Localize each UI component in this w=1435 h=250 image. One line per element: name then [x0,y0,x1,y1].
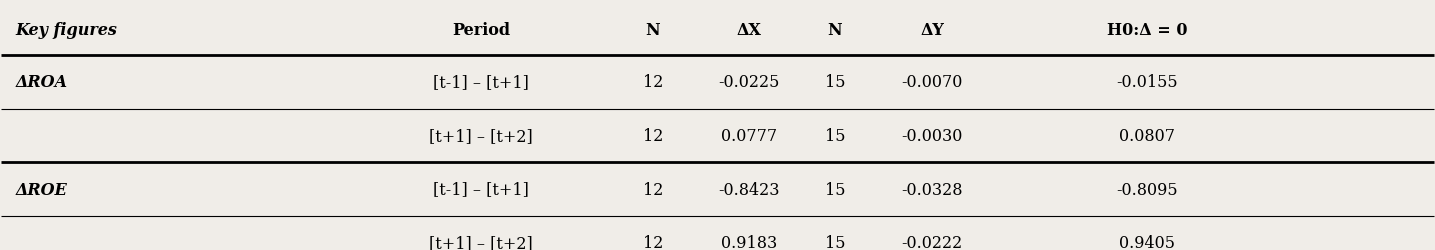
Text: -0.0070: -0.0070 [901,74,963,91]
Text: [t-1] – [t+1]: [t-1] – [t+1] [433,74,530,91]
Text: ΔROE: ΔROE [16,181,67,198]
Text: 15: 15 [825,234,845,250]
Text: -0.0030: -0.0030 [901,128,963,144]
Text: [t+1] – [t+2]: [t+1] – [t+2] [429,128,532,144]
Text: 15: 15 [825,74,845,91]
Text: 15: 15 [825,128,845,144]
Text: -0.0328: -0.0328 [901,181,963,198]
Text: 12: 12 [643,234,663,250]
Text: -0.8423: -0.8423 [719,181,779,198]
Text: 0.9183: 0.9183 [720,234,778,250]
Text: 15: 15 [825,181,845,198]
Text: 12: 12 [643,181,663,198]
Text: [t+1] – [t+2]: [t+1] – [t+2] [429,234,532,250]
Text: ΔROA: ΔROA [16,74,67,91]
Text: H0:Δ = 0: H0:Δ = 0 [1106,22,1187,39]
Text: -0.0155: -0.0155 [1116,74,1178,91]
Text: 0.0777: 0.0777 [720,128,778,144]
Text: N: N [828,22,842,39]
Text: -0.8095: -0.8095 [1116,181,1178,198]
Text: 0.0807: 0.0807 [1119,128,1175,144]
Text: 12: 12 [643,128,663,144]
Text: [t-1] – [t+1]: [t-1] – [t+1] [433,181,530,198]
Text: 0.9405: 0.9405 [1119,234,1175,250]
Text: ΔY: ΔY [920,22,944,39]
Text: N: N [646,22,660,39]
Text: -0.0225: -0.0225 [719,74,779,91]
Text: Period: Period [452,22,511,39]
Text: -0.0222: -0.0222 [901,234,963,250]
Text: Key figures: Key figures [16,22,118,39]
Text: ΔX: ΔX [736,22,762,39]
Text: 12: 12 [643,74,663,91]
